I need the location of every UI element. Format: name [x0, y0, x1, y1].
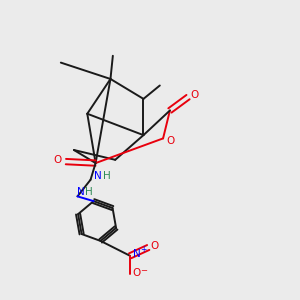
- Text: N: N: [76, 187, 84, 197]
- Text: N: N: [94, 171, 102, 181]
- Text: O: O: [167, 136, 175, 146]
- Text: O: O: [53, 155, 62, 165]
- Text: O: O: [190, 90, 199, 100]
- Text: +: +: [141, 245, 147, 254]
- Text: O: O: [133, 268, 141, 278]
- Text: O: O: [151, 241, 159, 251]
- Text: −: −: [140, 266, 147, 275]
- Text: H: H: [103, 171, 111, 181]
- Text: H: H: [85, 187, 93, 197]
- Text: N: N: [133, 249, 140, 259]
